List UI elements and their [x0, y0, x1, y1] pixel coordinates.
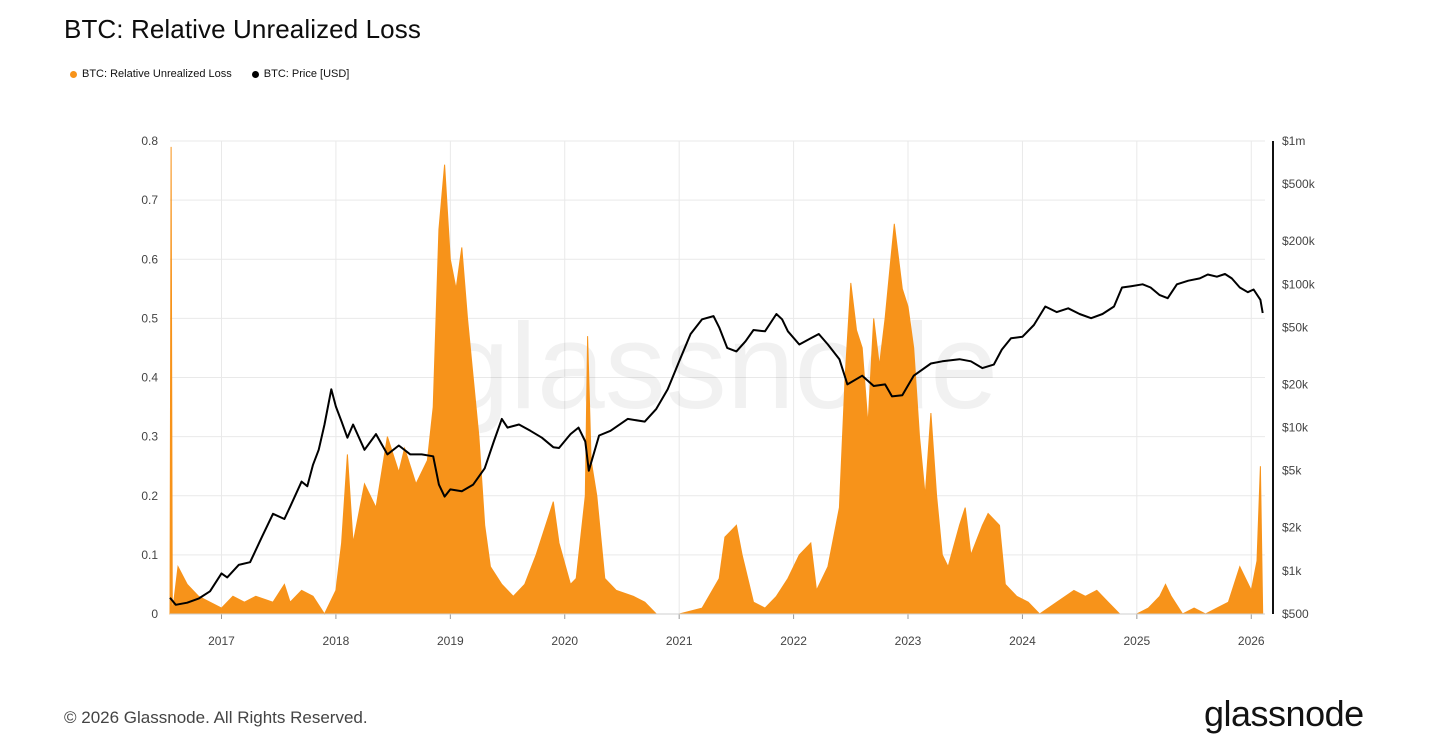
left-tick-label: 0.4: [141, 371, 158, 385]
legend: BTC: Relative Unrealized Loss BTC: Price…: [70, 68, 349, 80]
left-tick-label: 0.3: [141, 430, 158, 444]
x-tick-label: 2020: [551, 634, 578, 648]
legend-label-loss: BTC: Relative Unrealized Loss: [82, 68, 232, 80]
btc-price-line: [169, 273, 1264, 606]
left-tick-label: 0.1: [141, 548, 158, 562]
x-tick-label: 2025: [1123, 634, 1150, 648]
right-tick-label: $500k: [1282, 177, 1316, 191]
legend-swatch-price: [251, 70, 259, 78]
right-tick-label: $1k: [1282, 564, 1302, 578]
right-tick-label: $20k: [1282, 377, 1309, 391]
right-tick-label: $50k: [1282, 320, 1309, 334]
legend-label-price: BTC: Price [USD]: [263, 68, 350, 80]
legend-swatch-loss: [70, 70, 77, 78]
axes: 0 0.1 0.2 0.3 0.4 0.5 0.6 0.7 0.8 $500 $1k $2k $5k $1…: [141, 134, 1315, 648]
right-tick-label: $500: [1282, 607, 1309, 621]
x-tick-label: 2019: [437, 634, 464, 648]
right-tick-label: $100k: [1282, 277, 1316, 291]
x-tick-label: 2024: [1009, 634, 1036, 648]
left-tick-label: 0: [151, 607, 158, 621]
price-line-layer: [169, 273, 1264, 606]
chart-title: BTC: Relative Unrealized Loss: [64, 14, 421, 44]
x-tick-label: 2018: [323, 634, 350, 648]
left-tick-label: 0.8: [141, 134, 158, 148]
x-tick-label: 2021: [666, 634, 693, 648]
right-tick-label: $2k: [1282, 521, 1302, 535]
right-tick-label: $5k: [1282, 464, 1302, 478]
left-tick-label: 0.7: [141, 193, 158, 207]
x-tick-label: 2023: [895, 634, 922, 648]
copyright-text: © 2026 Glassnode. All Rights Reserved.: [64, 708, 368, 727]
x-tick-label: 2022: [780, 634, 807, 648]
x-tick-label: 2017: [208, 634, 235, 648]
x-tick-label: 2026: [1238, 634, 1265, 648]
glassnode-logo: glassnode: [1204, 693, 1364, 734]
right-tick-label: $10k: [1282, 421, 1309, 435]
chart-area[interactable]: glassnode 00.10.20.30.40.50.60.70.8$500$…: [0, 0, 1439, 690]
right-tick-label: $1m: [1282, 134, 1305, 148]
left-tick-label: 0.2: [141, 489, 158, 503]
relative-unrealized-loss-area: [169, 146, 1264, 616]
legend-item-loss[interactable]: BTC: Relative Unrealized Loss: [70, 68, 232, 80]
left-tick-label: 0.5: [141, 311, 158, 325]
right-tick-label: $200k: [1282, 234, 1316, 248]
loss-area-layer: [169, 146, 1264, 616]
legend-item-price[interactable]: BTC: Price [USD]: [251, 68, 350, 80]
left-tick-label: 0.6: [141, 252, 158, 266]
